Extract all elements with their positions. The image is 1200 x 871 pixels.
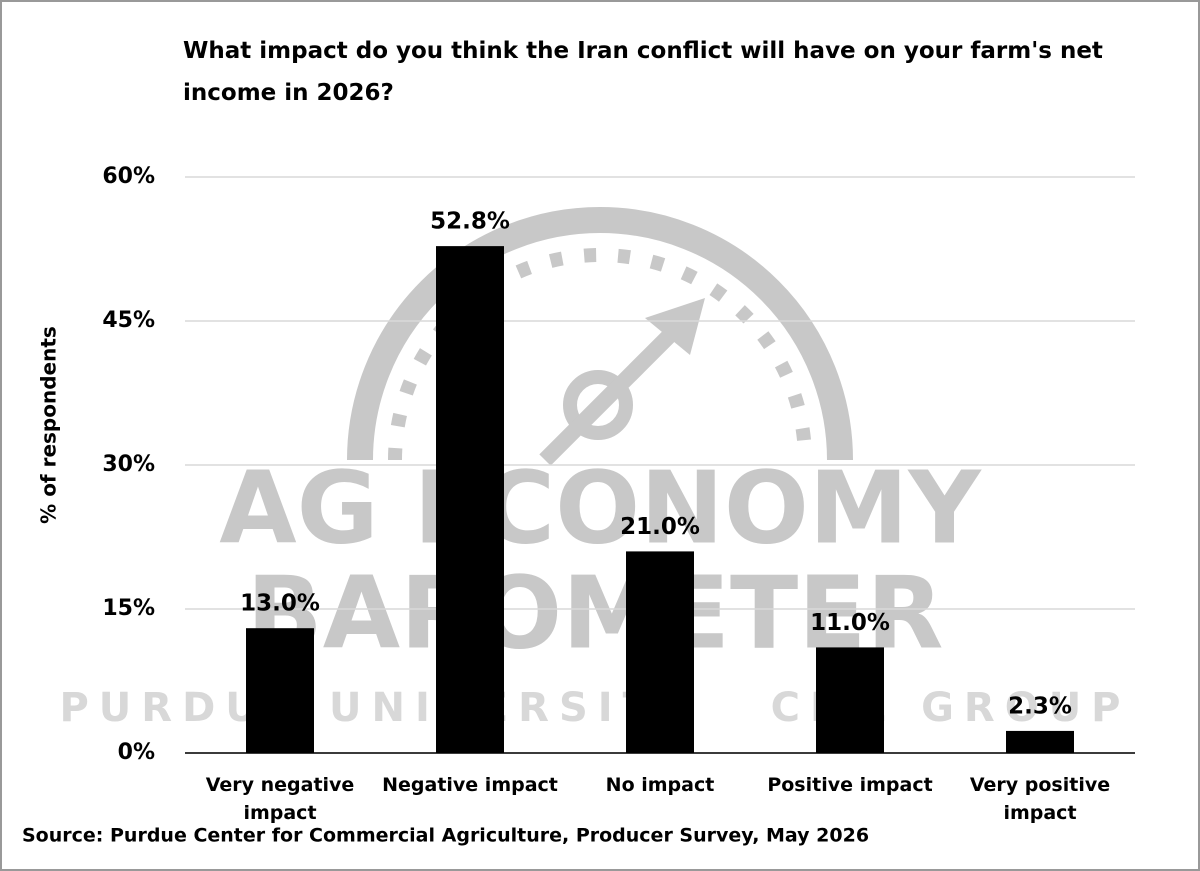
value-label: 2.3%: [1008, 693, 1072, 719]
y-tick-label: 60%: [102, 164, 155, 189]
bar: [246, 628, 314, 753]
chart-title: What impact do you think the Iran confli…: [183, 38, 1103, 106]
y-axis-label: % of respondents: [37, 326, 61, 524]
value-label: 13.0%: [240, 591, 320, 617]
x-tick-label: Very negative impact: [205, 774, 355, 824]
y-tick-label: 0%: [118, 740, 155, 765]
value-label: 21.0%: [620, 514, 700, 540]
bar: [436, 246, 504, 753]
watermark-gauge: [347, 207, 853, 466]
x-tick-label: Positive impact: [767, 774, 933, 796]
watermark-text: PURDUE UNIVERSITY CME GROUP: [59, 685, 1130, 731]
bar: [1006, 730, 1074, 753]
y-tick-label: 30%: [102, 452, 155, 477]
value-label: 52.8%: [430, 209, 510, 235]
x-tick-label: Very positive impact: [969, 774, 1111, 824]
value-label: 11.0%: [810, 610, 890, 636]
bar: [626, 551, 694, 753]
x-tick-label: No impact: [605, 774, 715, 796]
source: Source: Purdue Center for Commercial Agr…: [22, 825, 869, 847]
x-tick-label: Negative impact: [382, 774, 558, 796]
watermark-text: AG ECONOMY: [219, 449, 982, 566]
y-tick-label: 45%: [102, 308, 155, 333]
y-tick-label: 15%: [102, 596, 155, 621]
bar: [816, 647, 884, 753]
